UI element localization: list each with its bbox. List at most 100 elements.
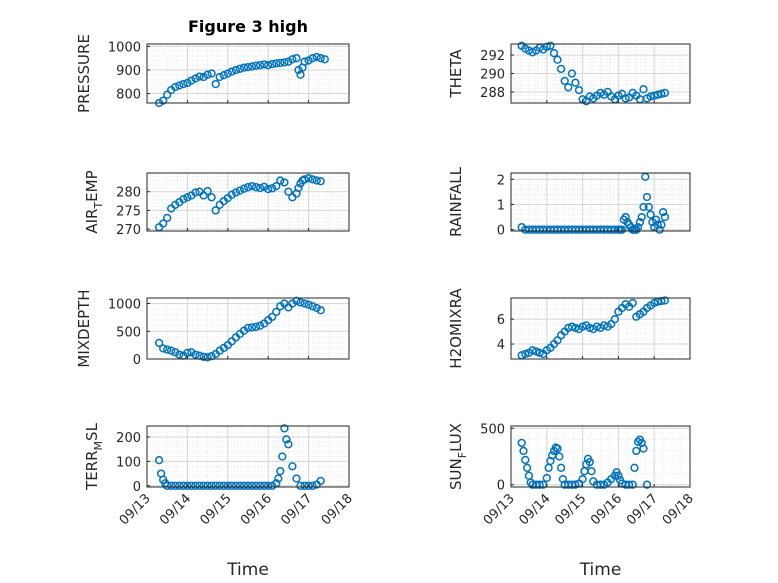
- data-point: [628, 480, 637, 489]
- data-point: [624, 480, 634, 489]
- y-tick-label: 275: [116, 204, 141, 219]
- data-point: [163, 345, 172, 354]
- data-point: [251, 61, 261, 70]
- data-point: [610, 315, 619, 324]
- axes-box: [146, 297, 350, 360]
- data-point: [312, 303, 321, 313]
- data-point: [300, 57, 309, 66]
- data-point: [660, 296, 670, 305]
- data-point: [255, 61, 265, 70]
- data-point: [154, 456, 164, 465]
- data-point: [522, 463, 532, 472]
- data-point: [207, 481, 216, 490]
- data-point: [308, 302, 317, 311]
- data-point: [207, 69, 216, 78]
- data-point: [175, 350, 184, 359]
- data-point: [535, 348, 544, 357]
- y-tick-label: 4: [497, 338, 505, 353]
- axes-box: [146, 43, 350, 104]
- data-point: [553, 444, 562, 453]
- axes-box: [146, 425, 350, 488]
- data-point: [312, 52, 321, 62]
- data-point: [278, 452, 287, 461]
- data-point: [159, 219, 168, 228]
- data-point: [574, 85, 584, 95]
- data-point: [651, 215, 661, 224]
- data-point: [195, 481, 204, 490]
- data-point: [159, 344, 168, 353]
- data-point: [179, 79, 188, 89]
- y-tick-label: 292: [480, 49, 505, 64]
- data-point: [556, 463, 566, 472]
- data-point: [560, 76, 569, 86]
- data-point: [642, 192, 652, 202]
- data-point: [288, 462, 297, 471]
- data-point: [251, 183, 261, 192]
- data-point: [312, 176, 321, 185]
- axes-box: [146, 172, 350, 232]
- y-tick-label: 6: [497, 313, 505, 328]
- y-tick-label: 288: [480, 86, 505, 101]
- data-point: [179, 481, 188, 490]
- data-point: [191, 188, 200, 197]
- data-point: [294, 183, 303, 193]
- data-point: [535, 480, 544, 489]
- data-point: [163, 481, 172, 490]
- data-point: [657, 220, 666, 229]
- data-point: [637, 212, 646, 222]
- data-point: [203, 481, 212, 490]
- data-point: [639, 444, 648, 453]
- data-point: [553, 55, 562, 64]
- x-axis-label: Time: [226, 560, 269, 580]
- data-point: [247, 323, 257, 332]
- data-point: [255, 481, 265, 490]
- data-point: [239, 481, 249, 490]
- data-point: [260, 481, 269, 490]
- data-point: [274, 474, 283, 483]
- data-point: [276, 466, 285, 476]
- data-point: [175, 81, 184, 90]
- data-point: [308, 481, 317, 490]
- data-point: [316, 306, 325, 315]
- data-point: [280, 58, 289, 67]
- y-tick-label: 0: [133, 480, 141, 495]
- y-tick-label: 100: [116, 455, 141, 470]
- data-point: [642, 480, 652, 489]
- data-point: [549, 49, 559, 58]
- y-axis-label: MIXDEPTH: [75, 289, 93, 367]
- data-point: [243, 481, 253, 490]
- data-point: [195, 72, 204, 81]
- data-point: [272, 181, 281, 191]
- data-point: [519, 446, 528, 456]
- data-point: [300, 299, 309, 308]
- data-point: [320, 55, 329, 64]
- subplot-h2omixra: 4 6 H2OMIXRA: [447, 288, 691, 369]
- data-point: [578, 474, 587, 484]
- y-tick-label: 900: [116, 64, 141, 79]
- data-point: [635, 218, 645, 227]
- data-point: [175, 481, 184, 490]
- data-point: [268, 184, 277, 193]
- data-point: [272, 307, 281, 317]
- y-axis-label: PRESSURE: [75, 34, 93, 113]
- data-point: [585, 457, 594, 467]
- y-tick-label: 280: [116, 186, 141, 201]
- data-point: [276, 58, 285, 68]
- data-point: [571, 78, 580, 87]
- data-point: [247, 181, 257, 191]
- data-point: [316, 476, 325, 486]
- data-point: [223, 69, 232, 78]
- data-point: [639, 85, 648, 94]
- data-point: [542, 42, 551, 51]
- data-point: [567, 69, 577, 78]
- data-point: [251, 481, 261, 490]
- data-point: [646, 92, 655, 101]
- subplot-theta: 288 290 292 THETA: [447, 41, 691, 106]
- data-point: [203, 353, 212, 362]
- data-point: [264, 184, 273, 194]
- data-point: [203, 186, 212, 196]
- data-point: [235, 186, 245, 195]
- data-point: [658, 207, 668, 217]
- data-point: [268, 481, 277, 490]
